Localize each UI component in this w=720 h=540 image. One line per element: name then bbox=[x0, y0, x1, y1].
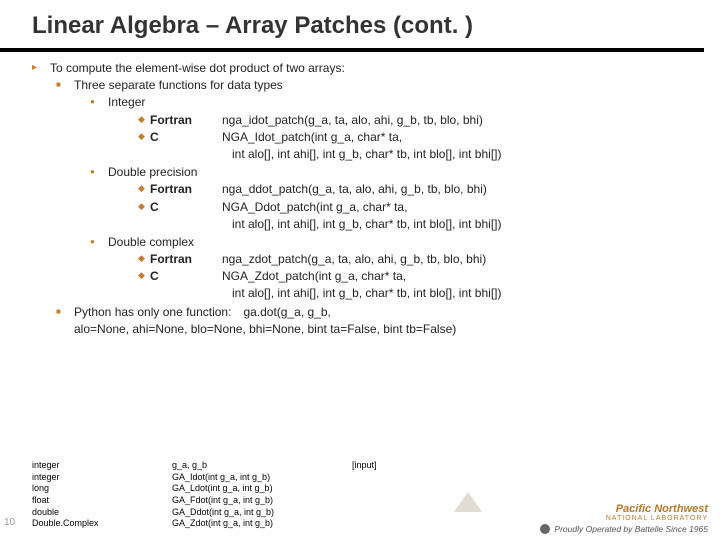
intro-text: To compute the element-wise dot product … bbox=[50, 60, 712, 76]
sig-z-fortran: nga_zdot_patch(g_a, ta, alo, ahi, g_b, t… bbox=[222, 251, 712, 267]
content-area: ▸ To compute the element-wise dot produc… bbox=[0, 52, 720, 337]
lang-c: C bbox=[150, 268, 222, 284]
bullet-type-integer: ● Integer bbox=[90, 94, 712, 110]
cell: [input] bbox=[352, 460, 377, 472]
cell: GA_Zdot(int g_a, int g_b) bbox=[172, 518, 352, 530]
lang-fortran: Fortran bbox=[150, 112, 222, 128]
bullet-intro: ▸ To compute the element-wise dot produc… bbox=[32, 60, 712, 76]
bullet-type-double: ● Double precision bbox=[90, 164, 712, 180]
sig-i-c1: NGA_Idot_patch(int g_a, char* ta, bbox=[222, 129, 712, 145]
footer: Pacific Northwest NATIONAL LABORATORY Pr… bbox=[460, 497, 720, 540]
python-text-2: alo=None, ahi=None, blo=None, bhi=None, … bbox=[74, 321, 712, 337]
square-icon: ■ bbox=[56, 304, 66, 320]
bullet-type-complex: ● Double complex bbox=[90, 234, 712, 250]
cell: GA_Ddot(int g_a, int g_b) bbox=[172, 507, 352, 519]
dot-icon: ● bbox=[90, 164, 100, 180]
battelle-logo-icon bbox=[540, 524, 550, 534]
lang-c: C bbox=[150, 199, 222, 215]
lang-c: C bbox=[150, 129, 222, 145]
python-text: Python has only one function: ga.dot(g_a… bbox=[74, 304, 712, 320]
cell: Double.Complex bbox=[32, 518, 172, 530]
dot-icon: ● bbox=[90, 234, 100, 250]
cell: GA_Idot(int g_a, int g_b) bbox=[172, 472, 352, 484]
lang-fortran: Fortran bbox=[150, 251, 222, 267]
sig-i-c2: int alo[], int ahi[], int g_b, char* tb,… bbox=[232, 146, 712, 162]
lang-fortran: Fortran bbox=[150, 181, 222, 197]
dot-icon: ● bbox=[90, 94, 100, 110]
fn-integer-fortran: ◆ Fortran nga_idot_patch(g_a, ta, alo, a… bbox=[138, 112, 712, 128]
cell: integer bbox=[32, 460, 172, 472]
diamond-icon: ◆ bbox=[138, 268, 150, 284]
cell: GA_Fdot(int g_a, int g_b) bbox=[172, 495, 352, 507]
fn-double-fortran: ◆ Fortran nga_ddot_patch(g_a, ta, alo, a… bbox=[138, 181, 712, 197]
table-row: integer GA_Idot(int g_a, int g_b) bbox=[32, 472, 377, 484]
diamond-icon: ◆ bbox=[138, 129, 150, 145]
bullet-python: ■ Python has only one function: ga.dot(g… bbox=[56, 304, 712, 320]
sig-d-c1: NGA_Ddot_patch(int g_a, char* ta, bbox=[222, 199, 712, 215]
cell: GA_Ldot(int g_a, int g_b) bbox=[172, 483, 352, 495]
battelle-text: Proudly Operated by Battelle Since 1965 bbox=[554, 524, 708, 534]
three-fn-text: Three separate functions for data types bbox=[74, 77, 712, 93]
lab-name: Pacific Northwest bbox=[472, 503, 708, 515]
page-number: 10 bbox=[4, 517, 15, 528]
fn-complex-c: ◆ C NGA_Zdot_patch(int g_a, char* ta, bbox=[138, 268, 712, 284]
sig-d-c2: int alo[], int ahi[], int g_b, char* tb,… bbox=[232, 216, 712, 232]
table-row: Double.Complex GA_Zdot(int g_a, int g_b) bbox=[32, 518, 377, 530]
type-integer: Integer bbox=[108, 94, 712, 110]
square-icon: ■ bbox=[56, 77, 66, 93]
diamond-icon: ◆ bbox=[138, 112, 150, 128]
cell: float bbox=[32, 495, 172, 507]
diamond-icon: ◆ bbox=[138, 251, 150, 267]
cell: double bbox=[32, 507, 172, 519]
cell: long bbox=[32, 483, 172, 495]
sig-z-c1: NGA_Zdot_patch(int g_a, char* ta, bbox=[222, 268, 712, 284]
sig-d-fortran: nga_ddot_patch(g_a, ta, alo, ahi, g_b, t… bbox=[222, 181, 712, 197]
triangle-icon: ▸ bbox=[32, 60, 42, 76]
type-table: integer g_a, g_b [input] integer GA_Idot… bbox=[32, 460, 377, 530]
fn-double-c: ◆ C NGA_Ddot_patch(int g_a, char* ta, bbox=[138, 199, 712, 215]
battelle-row: Proudly Operated by Battelle Since 1965 bbox=[472, 524, 708, 534]
sig-z-c2: int alo[], int ahi[], int g_b, char* tb,… bbox=[232, 285, 712, 301]
cell: integer bbox=[32, 472, 172, 484]
type-double: Double precision bbox=[108, 164, 712, 180]
type-complex: Double complex bbox=[108, 234, 712, 250]
table-row: long GA_Ldot(int g_a, int g_b) bbox=[32, 483, 377, 495]
table-row: double GA_Ddot(int g_a, int g_b) bbox=[32, 507, 377, 519]
cell: g_a, g_b bbox=[172, 460, 352, 472]
diamond-icon: ◆ bbox=[138, 181, 150, 197]
table-row: float GA_Fdot(int g_a, int g_b) bbox=[32, 495, 377, 507]
diamond-icon: ◆ bbox=[138, 199, 150, 215]
bullet-three-fn: ■ Three separate functions for data type… bbox=[56, 77, 712, 93]
table-row: integer g_a, g_b [input] bbox=[32, 460, 377, 472]
fn-integer-c: ◆ C NGA_Idot_patch(int g_a, char* ta, bbox=[138, 129, 712, 145]
fn-complex-fortran: ◆ Fortran nga_zdot_patch(g_a, ta, alo, a… bbox=[138, 251, 712, 267]
slide-title: Linear Algebra – Array Patches (cont. ) bbox=[0, 0, 720, 40]
sig-i-fortran: nga_idot_patch(g_a, ta, alo, ahi, g_b, t… bbox=[222, 112, 712, 128]
lab-sub: NATIONAL LABORATORY bbox=[472, 515, 708, 522]
